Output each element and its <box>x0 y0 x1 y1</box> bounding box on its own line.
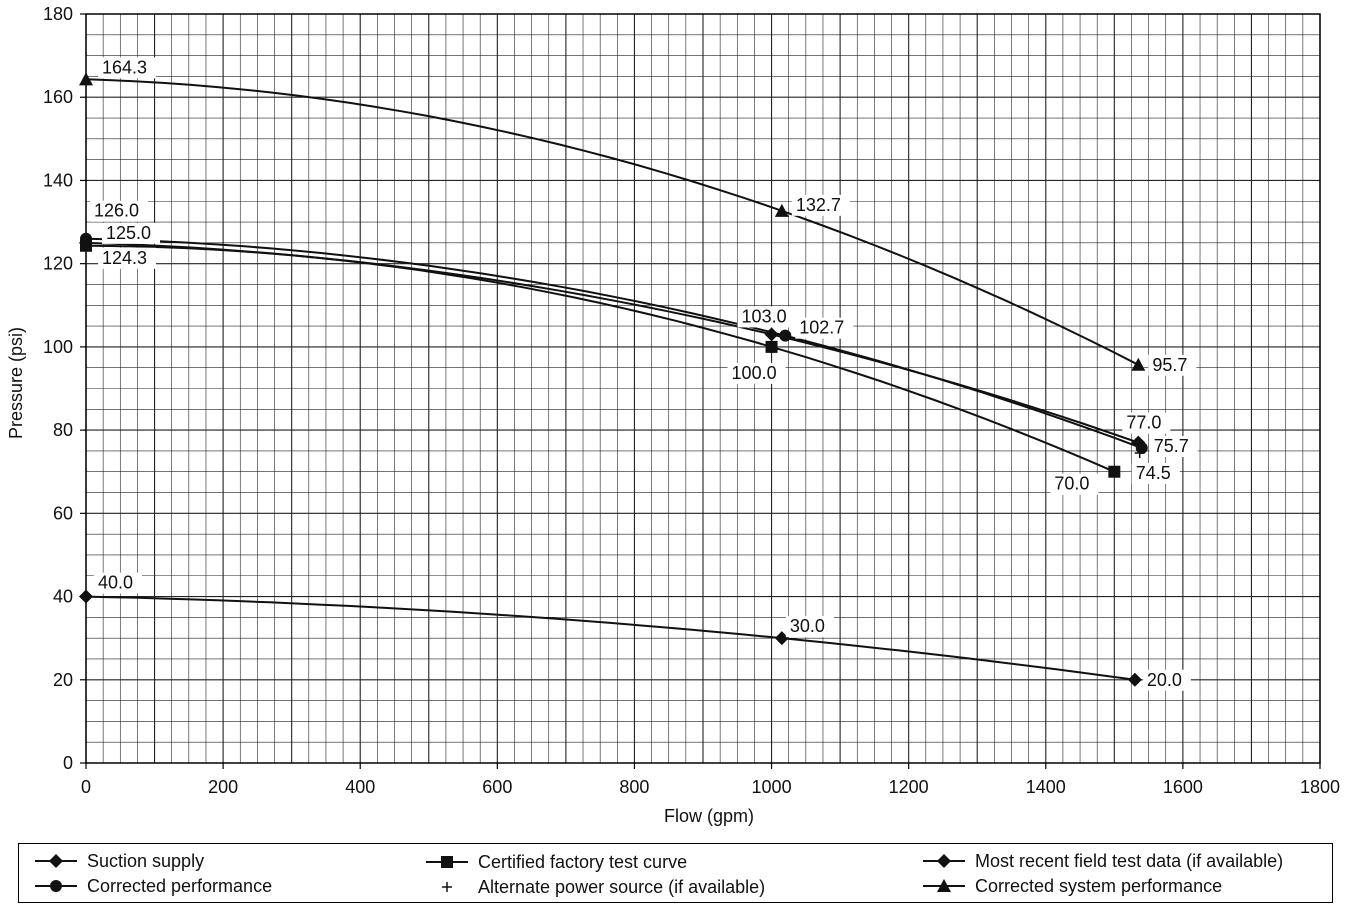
legend-label: Certified factory test curve <box>478 851 688 872</box>
data-label: 125.0 <box>106 223 151 243</box>
diamond-marker <box>79 589 93 604</box>
y-tick-label: 80 <box>53 420 73 440</box>
data-label-background <box>791 194 850 216</box>
triangle-marker <box>774 203 789 217</box>
y-tick-label: 140 <box>43 170 73 190</box>
diamond-marker-icon <box>923 854 965 868</box>
axes: 0 200 400 600 800 1000 1200 1400 1600 1800 0 20 40 60… <box>43 4 1340 797</box>
square-marker <box>1108 465 1121 478</box>
x-tick-label: 1800 <box>1300 777 1340 797</box>
x-tick-label: 600 <box>482 777 512 797</box>
x-tick-label: 1600 <box>1163 777 1203 797</box>
y-tick-label: 0 <box>63 753 73 773</box>
x-tick-label: 800 <box>619 777 649 797</box>
circle-marker-icon <box>35 880 77 892</box>
series-lines <box>85 78 1143 681</box>
data-label: 164.3 <box>102 57 147 77</box>
data-label-background <box>98 247 156 269</box>
triangle-marker <box>79 72 93 86</box>
diamond-marker <box>774 631 789 646</box>
legend: Suction supply Corrected performance Cer… <box>18 843 1333 903</box>
legend-label: Most recent field test data (if availabl… <box>975 850 1284 871</box>
series-line <box>85 237 1143 449</box>
legend-label: Corrected performance <box>87 875 273 896</box>
data-label: 75.7 <box>1154 436 1189 456</box>
y-axis-title: Pressure (psi) <box>6 327 26 439</box>
data-label-background <box>1050 473 1099 495</box>
x-tick-label: 200 <box>208 777 238 797</box>
data-label-background <box>1131 462 1180 484</box>
legend-label: Alternate power source (if available) <box>478 876 766 897</box>
markers <box>79 72 1148 687</box>
data-label: 95.7 <box>1152 355 1187 375</box>
data-label: 74.5 <box>1136 463 1171 483</box>
triangle-marker-icon <box>923 879 965 892</box>
data-label: 77.0 <box>1126 413 1161 433</box>
legend-item-alternate-power-source: Alternate power source (if available) <box>424 876 765 898</box>
data-label: 124.3 <box>102 248 147 268</box>
data-labels: 40.0 30.0 20.0 124.3 100.0 70.0 125.0 103.0 77.0… <box>90 57 1198 691</box>
data-label-background <box>102 222 160 244</box>
circle-marker <box>1135 442 1148 455</box>
data-label-background <box>737 306 796 328</box>
circle-marker <box>80 232 92 245</box>
y-tick-label: 120 <box>43 254 73 274</box>
legend-item-suction-supply: Suction supply <box>33 850 204 872</box>
data-label-background <box>94 572 142 594</box>
series-line <box>85 595 1136 681</box>
x-tick-label: 400 <box>345 777 375 797</box>
x-tick-label: 0 <box>81 777 91 797</box>
legend-item-corrected-system-performance: Corrected system performance <box>921 875 1222 897</box>
y-tick-label: 180 <box>43 4 73 24</box>
triangle-marker <box>1131 357 1146 371</box>
legend-item-most-recent-field-test: Most recent field test data (if availabl… <box>921 850 1283 872</box>
diamond-marker <box>764 327 779 342</box>
y-tick-label: 60 <box>53 503 73 523</box>
data-label-background <box>98 57 156 79</box>
y-tick-label: 40 <box>53 587 73 607</box>
data-label: 100.0 <box>732 363 777 383</box>
square-marker-icon <box>426 856 468 868</box>
legend-label: Suction supply <box>87 850 205 871</box>
data-label: 70.0 <box>1054 474 1089 494</box>
data-label-background <box>1122 412 1171 434</box>
data-label: 30.0 <box>790 616 825 636</box>
data-label: 40.0 <box>98 573 133 593</box>
data-label-background <box>1142 669 1191 691</box>
data-label: 20.0 <box>1147 670 1182 690</box>
data-label-background <box>90 200 148 222</box>
data-label-background <box>785 616 834 638</box>
legend-label: Corrected system performance <box>975 875 1223 896</box>
plot-frame <box>85 13 1321 764</box>
circle-marker <box>779 329 792 342</box>
legend-item-corrected-performance: Corrected performance <box>33 875 272 897</box>
x-axis-title: Flow (gpm) <box>664 806 754 826</box>
plus-marker-icon <box>442 882 452 892</box>
grid <box>85 13 1321 764</box>
x-tick-label: 1400 <box>1026 777 1066 797</box>
x-tick-label: 1000 <box>752 777 792 797</box>
data-label: 126.0 <box>94 201 139 221</box>
y-tick-label: 160 <box>43 87 73 107</box>
series-line <box>85 241 1139 444</box>
data-label-background <box>795 317 854 339</box>
data-label-background <box>1148 354 1197 376</box>
data-label-background <box>1149 436 1198 458</box>
y-tick-label: 100 <box>43 337 73 357</box>
square-marker <box>765 340 778 353</box>
diamond-marker-icon <box>35 854 77 868</box>
y-tick-label: 20 <box>53 670 73 690</box>
x-tick-label: 1200 <box>889 777 929 797</box>
data-label: 102.7 <box>799 318 844 338</box>
data-label: 132.7 <box>796 195 841 215</box>
series-line <box>85 78 1139 366</box>
data-label: 103.0 <box>742 306 787 326</box>
legend-item-certified-factory-test-curve: Certified factory test curve <box>424 851 687 873</box>
data-label-background <box>727 362 786 384</box>
diamond-marker <box>1127 672 1142 687</box>
